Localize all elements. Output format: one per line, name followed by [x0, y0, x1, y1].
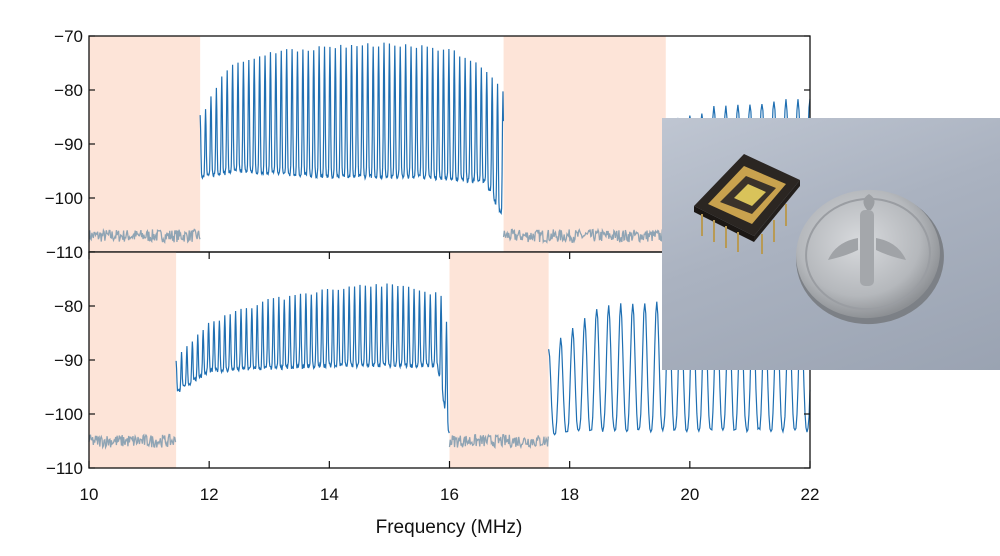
shaded-band [449, 252, 549, 468]
y-tick-label: −110 [46, 243, 83, 262]
dime-coin [796, 189, 944, 325]
x-axis-title: Frequency (MHz) [376, 517, 523, 538]
y-tick-label: −80 [54, 297, 83, 316]
noise-floor-trace [502, 227, 666, 245]
noise-floor-trace [88, 228, 201, 244]
x-tick-label: 16 [440, 485, 459, 504]
shaded-band [89, 252, 177, 468]
y-tick-label: −90 [54, 351, 83, 370]
device-photo-inset [662, 118, 1000, 370]
x-tick-label: 12 [200, 485, 219, 504]
right-comb-trace [665, 98, 811, 206]
y-tick-label: −70 [54, 27, 83, 46]
chip-package [694, 154, 800, 254]
y-tick-label: −100 [45, 189, 83, 208]
y-tick-label: −110 [46, 459, 83, 478]
y-tick-label: −100 [45, 405, 83, 424]
y-tick-label: −80 [54, 81, 83, 100]
x-tick-label: 18 [560, 485, 579, 504]
x-tick-label: 14 [320, 485, 339, 504]
frequency-comb-trace [175, 283, 450, 434]
x-axis: 10 12 14 16 18 20 22 [80, 252, 820, 504]
x-tick-label: 10 [80, 485, 99, 504]
shaded-band [503, 36, 666, 252]
x-tick-label: 22 [801, 485, 820, 504]
y-tick-label: −90 [54, 135, 83, 154]
x-tick-label: 20 [680, 485, 699, 504]
noise-floor-trace [88, 433, 177, 450]
noise-floor-trace [448, 433, 549, 450]
frequency-comb-trace [199, 42, 505, 215]
shaded-band [89, 36, 201, 252]
